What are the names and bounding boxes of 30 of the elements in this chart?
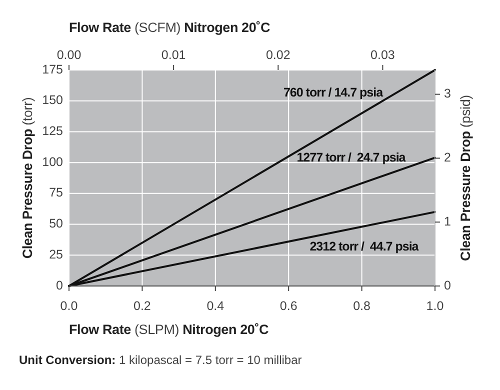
y-tick-label: 0	[56, 278, 64, 292]
y-tick-label: 50	[49, 216, 64, 231]
y2-tick-label: 0	[444, 278, 451, 292]
x-tick-label: 0.4	[206, 299, 224, 313]
y-tick-label: 25	[49, 247, 64, 262]
y2-tick-label: 3	[444, 86, 451, 101]
x2-tick-label: 0.00	[56, 48, 82, 62]
y2-axis-title: Clean Pressure Drop (psid)	[458, 95, 473, 261]
x-tick-label: 0.0	[60, 299, 78, 313]
series-label: 1277 torr / 24.7 psia	[296, 150, 407, 164]
y-tick-label: 75	[49, 186, 64, 200]
y-tick-label: 175	[42, 62, 64, 76]
x2-tick-label: 0.03	[370, 48, 395, 62]
text: Unit Conversion: 1 kilopascal = 7.5 torr = 10 millibar	[19, 353, 302, 367]
y-tick-label: 100	[42, 154, 64, 169]
x-tick-label: 0.8	[353, 299, 371, 313]
x-tick-label: 1.0	[426, 299, 444, 313]
x2-axis-title: Flow Rate (SCFM) Nitrogen 20˚C	[69, 20, 270, 35]
x-axis-title: Flow Rate (SLPM) Nitrogen 20˚C	[69, 322, 269, 337]
y-axis-title: Clean Pressure Drop (torr)	[20, 97, 35, 259]
series-label: 2312 torr / 44.7 psia	[310, 239, 420, 254]
y-tick-label: 125	[42, 124, 64, 138]
series-label: 760 torr / 14.7 psia	[283, 85, 384, 100]
y2-tick-label: 2	[444, 150, 451, 164]
x-tick-label: 0.6	[280, 299, 298, 313]
x2-tick-label: 0.01	[161, 48, 186, 62]
y2-tick-label: 1	[444, 214, 451, 228]
x2-tick-label: 0.02	[266, 48, 290, 62]
y-tick-label: 150	[42, 93, 64, 108]
x-tick-label: 0.2	[134, 299, 151, 313]
